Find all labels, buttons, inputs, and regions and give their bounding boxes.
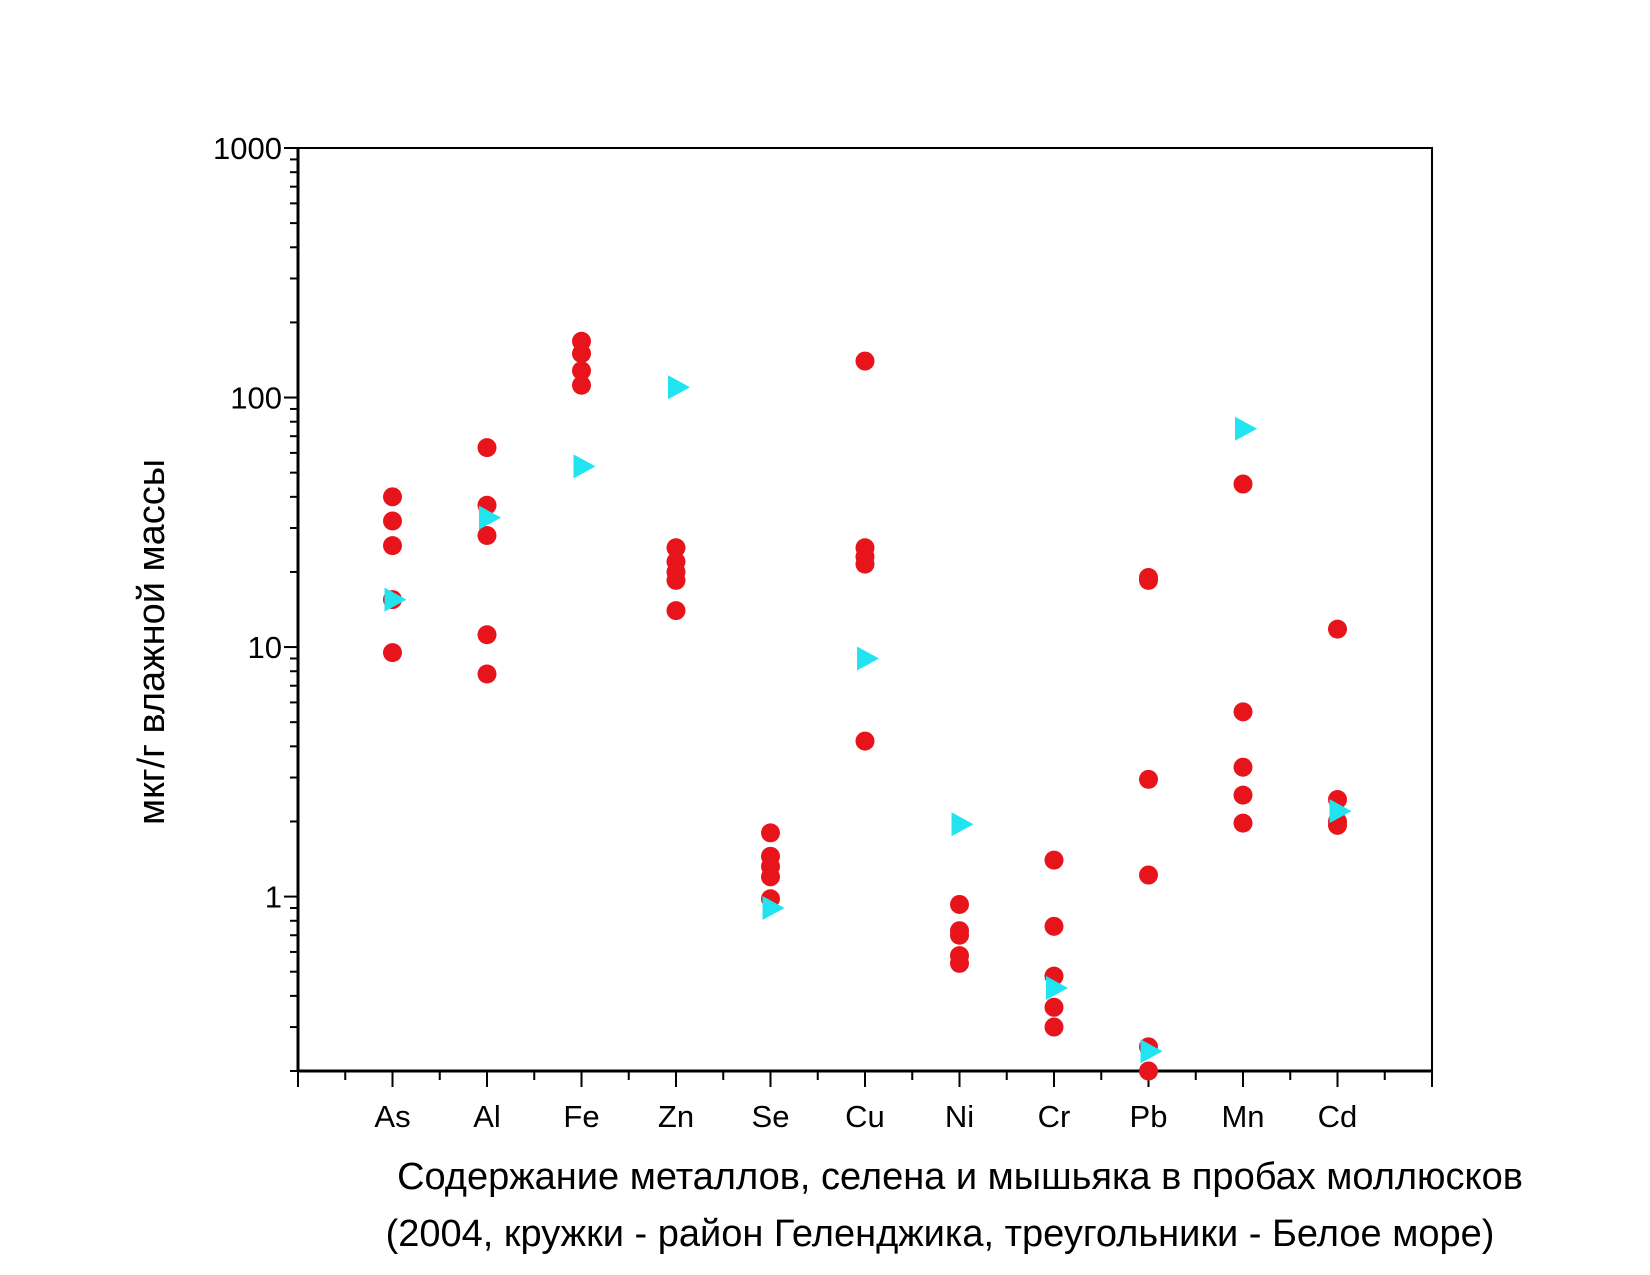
data-point-circle — [1044, 997, 1064, 1017]
x-tick-label: Fe — [563, 1099, 599, 1134]
y-tick-label: 100 — [230, 381, 282, 416]
data-point-circle — [572, 361, 591, 381]
data-point-circle — [1044, 1017, 1064, 1037]
data-point-triangle — [1046, 976, 1068, 1001]
data-point-circle — [855, 554, 875, 574]
x-tick-label: Cd — [1318, 1099, 1358, 1134]
data-point-circle — [1044, 916, 1064, 936]
data-point-triangle — [668, 375, 690, 400]
data-point-triangle — [951, 812, 974, 837]
data-point-circle — [950, 953, 969, 973]
data-point-triangle — [857, 646, 879, 671]
data-point-circle — [1139, 865, 1158, 885]
data-point-circle — [1233, 702, 1253, 722]
data-point-circle — [477, 625, 497, 645]
x-tick-label: Mn — [1221, 1099, 1264, 1134]
data-point-circle — [1044, 850, 1064, 870]
data-point-circle — [383, 511, 402, 531]
data-point-circle — [855, 731, 875, 751]
data-point-circle — [1328, 619, 1347, 639]
data-point-triangle — [573, 454, 596, 479]
x-tick-label: Cu — [845, 1099, 885, 1134]
data-point-circle — [1233, 757, 1253, 777]
data-point-circle — [1233, 474, 1253, 494]
data-point-circle — [1139, 570, 1158, 590]
data-point-circle — [572, 344, 591, 364]
data-point-circle — [1139, 769, 1158, 789]
data-point-circle — [1233, 813, 1253, 833]
data-point-triangle — [384, 587, 407, 612]
data-point-circle — [1233, 785, 1253, 805]
data-point-circle — [477, 438, 497, 458]
chart-ticks: 1 10 100 1000 As Al Fe Zn Se Cu Ni Cr Pb Mn Cd — [213, 131, 1433, 1134]
x-tick-label: Cr — [1038, 1099, 1071, 1134]
data-point-circle — [666, 538, 686, 558]
data-point-triangle — [1140, 1039, 1163, 1064]
data-point-circle — [383, 487, 402, 507]
data-point-triangle — [1329, 799, 1352, 824]
y-tick-label: 1 — [265, 880, 282, 915]
data-point-circle — [383, 643, 402, 663]
data-point-triangle — [479, 505, 501, 530]
chart-axes — [296, 147, 1433, 1073]
y-axis-label: мкг/г влажной массы — [131, 459, 173, 825]
caption-line-1: Содержание металлов, селена и мышьяка в … — [397, 1156, 1523, 1198]
caption-line-2: (2004, кружки - район Геленджика, треуго… — [386, 1213, 1495, 1255]
chart-marks — [383, 331, 1352, 1081]
data-point-circle — [666, 601, 686, 621]
data-point-triangle — [1235, 416, 1257, 441]
x-tick-label: Ni — [945, 1099, 974, 1134]
data-point-circle — [477, 525, 497, 545]
data-point-circle — [761, 823, 780, 843]
x-tick-label: Pb — [1130, 1099, 1168, 1134]
data-point-circle — [572, 375, 591, 395]
x-tick-label: As — [374, 1099, 410, 1134]
plot-frame — [297, 147, 1433, 1072]
y-tick-label: 10 — [248, 630, 282, 665]
x-tick-label: Se — [752, 1099, 790, 1134]
data-point-triangle — [762, 896, 785, 921]
x-tick-label: Al — [473, 1099, 501, 1134]
data-point-circle — [761, 867, 780, 887]
data-point-circle — [950, 925, 969, 945]
data-point-circle — [383, 536, 402, 556]
data-point-circle — [666, 570, 686, 590]
data-point-circle — [1139, 1061, 1158, 1081]
data-point-circle — [477, 664, 497, 684]
y-tick-label: 1000 — [213, 131, 282, 166]
x-tick-label: Zn — [658, 1099, 694, 1134]
data-point-circle — [855, 351, 875, 371]
data-point-circle — [950, 894, 969, 914]
